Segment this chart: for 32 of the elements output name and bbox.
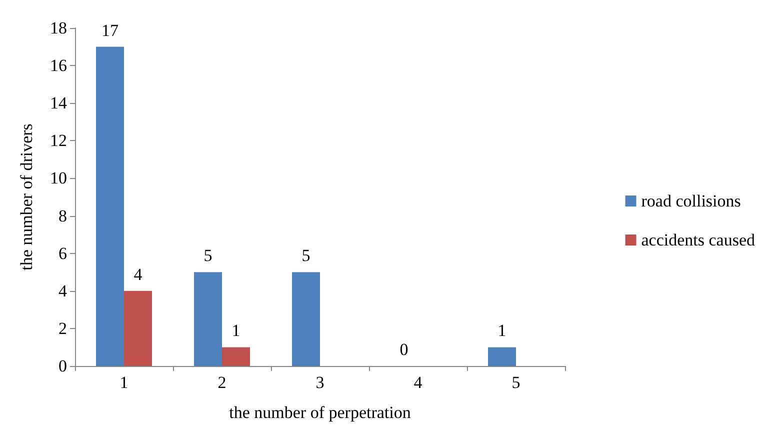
y-tick-label: 14 — [50, 94, 68, 113]
y-tick-label: 0 — [58, 356, 67, 376]
data-label: 17 — [102, 20, 119, 40]
bar — [96, 46, 124, 366]
x-tick-label: 3 — [316, 373, 324, 392]
y-axis-title: the number of drivers — [17, 124, 36, 270]
x-axis-title: the number of perpetration — [229, 403, 412, 422]
y-tick-label: 6 — [58, 244, 67, 263]
bar — [124, 290, 152, 366]
y-tick-label: 4 — [58, 281, 68, 300]
y-tick-label: 12 — [50, 131, 67, 150]
y-tick-label: 8 — [58, 206, 67, 226]
x-tick-label: 5 — [512, 373, 520, 392]
x-tick-label: 2 — [218, 373, 226, 392]
legend-label: accidents caused — [641, 230, 756, 250]
data-label: 4 — [134, 264, 143, 284]
y-tick-label: 18 — [50, 18, 67, 38]
data-label: 1 — [498, 321, 506, 340]
bar — [222, 347, 250, 366]
data-label: 5 — [302, 246, 310, 266]
legend-label: road collisions — [641, 192, 741, 210]
y-tick-label: 2 — [58, 318, 67, 338]
x-tick-label: 1 — [120, 373, 128, 392]
x-tick-label: 4 — [414, 373, 423, 392]
y-tick-label: 16 — [50, 56, 67, 76]
data-label: 5 — [204, 246, 212, 266]
bar — [194, 272, 222, 366]
bar — [488, 347, 516, 366]
data-label: 1 — [232, 321, 240, 340]
y-tick-label: 10 — [50, 168, 67, 188]
data-label: 0 — [400, 340, 408, 359]
bar — [292, 272, 320, 366]
